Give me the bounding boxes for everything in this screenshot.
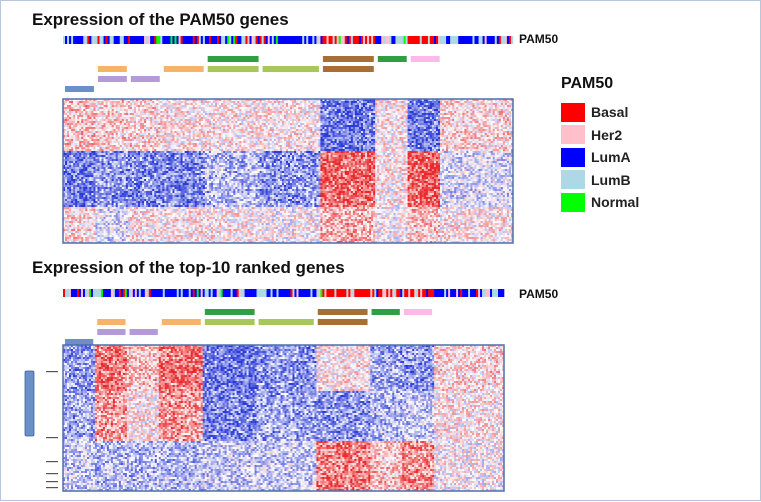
figure-frame: Expression of the PAM50 genes PAM50 Expr…	[0, 0, 761, 501]
